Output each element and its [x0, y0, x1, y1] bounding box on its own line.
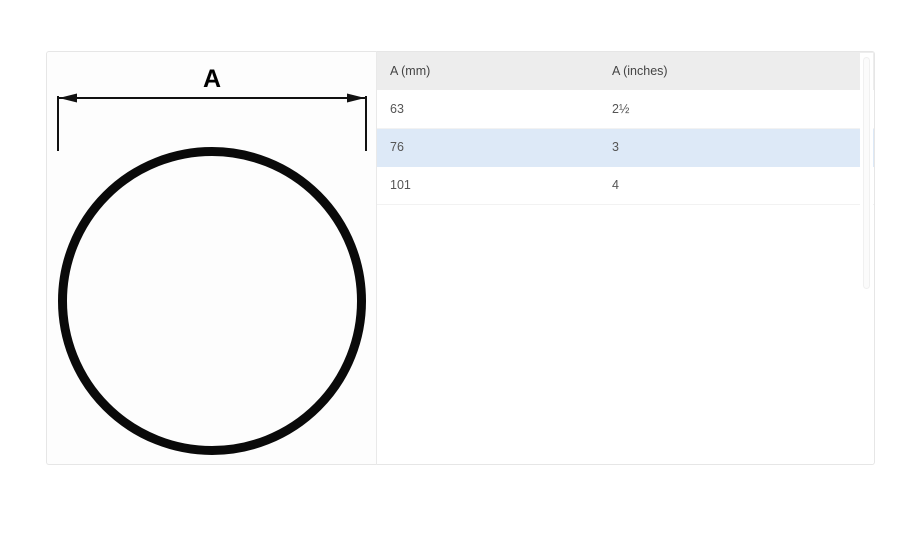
specification-table-panel: A (mm) A (inches) 63 2½ 76 3 101 4: [376, 51, 875, 465]
diagram-panel: A: [46, 51, 376, 465]
arrowhead-left: [59, 93, 77, 103]
column-header-a-inches[interactable]: A (inches): [599, 52, 874, 90]
cell-a-inches: 2½: [599, 90, 874, 129]
pipe-cross-section-drawing: [57, 93, 367, 455]
table-scrollbar[interactable]: [860, 53, 873, 464]
cell-a-mm: 76: [377, 128, 599, 167]
table-body: 63 2½ 76 3 101 4: [377, 90, 874, 205]
specification-table: A (mm) A (inches) 63 2½ 76 3 101 4: [377, 52, 874, 205]
arrowhead-right: [347, 93, 365, 103]
cell-a-inches: 3: [599, 128, 874, 167]
cell-a-mm: 101: [377, 166, 599, 205]
table-scrollbar-thumb[interactable]: [863, 57, 870, 289]
table-row-selected[interactable]: 76 3: [377, 128, 874, 167]
cell-a-inches: 4: [599, 166, 874, 205]
pipe-circle: [58, 147, 366, 455]
cell-a-mm: 63: [377, 90, 599, 129]
table-row[interactable]: 101 4: [377, 166, 874, 205]
dimension-label-a: A: [202, 65, 222, 93]
column-header-a-mm[interactable]: A (mm): [377, 52, 599, 90]
table-row[interactable]: 63 2½: [377, 90, 874, 129]
table-header: A (mm) A (inches): [377, 52, 874, 90]
table-header-row: A (mm) A (inches): [377, 52, 874, 90]
